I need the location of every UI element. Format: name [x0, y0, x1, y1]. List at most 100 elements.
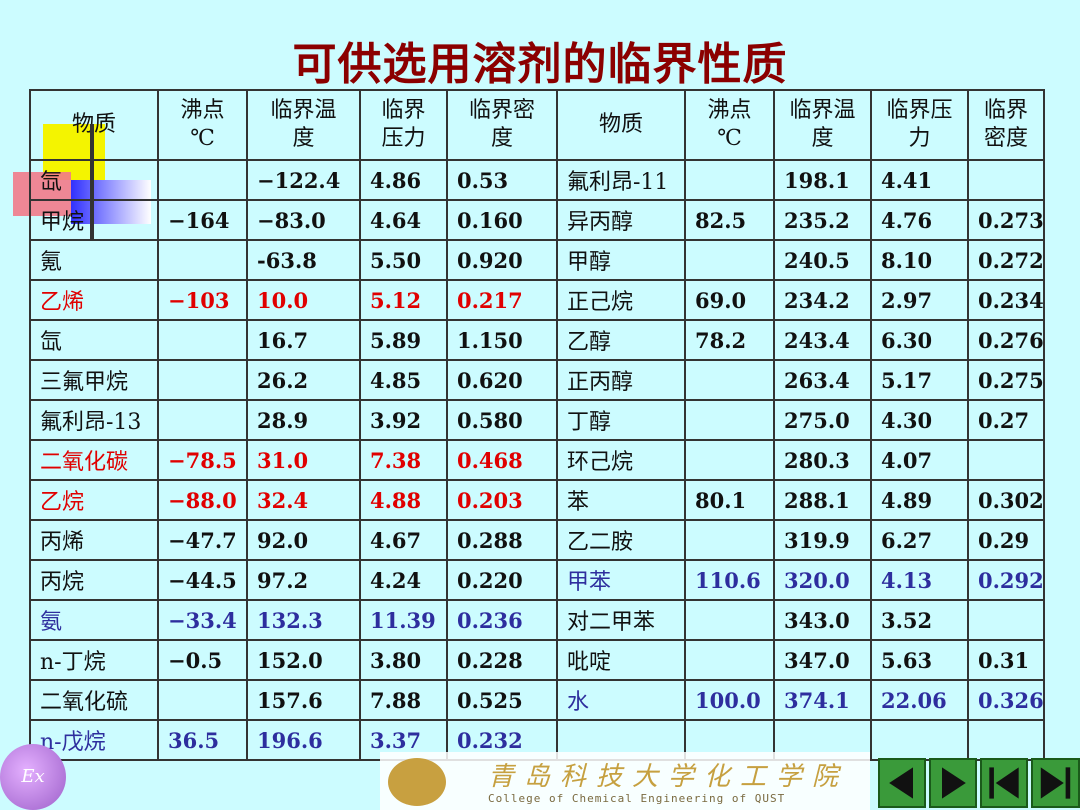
- school-name-cn: 青岛科技大学化工学院: [488, 762, 849, 792]
- property-value: 80.1: [684, 479, 775, 521]
- property-value: 92.0: [246, 519, 361, 561]
- property-value: 320.0: [773, 559, 872, 601]
- table-row: 二氧化硫 157.6 7.88 0.525 水 100.0 374.1 22.06 0.326: [29, 679, 1045, 721]
- header-cell: 沸点 ℃: [157, 89, 248, 161]
- property-value: [967, 599, 1045, 641]
- property-value: 4.24: [359, 559, 448, 601]
- property-value: 2.97: [870, 279, 969, 321]
- property-value: 0.217: [446, 279, 558, 321]
- header-cell: 物质: [556, 89, 686, 161]
- property-value: 10.0: [246, 279, 361, 321]
- table-row: 氙 −122.4 4.86 0.53 氟利昂-11 198.1 4.41: [29, 159, 1045, 201]
- ex-badge-icon[interactable]: Ex: [0, 744, 66, 810]
- table-row: 三氟甲烷 26.2 4.85 0.620 正丙醇 263.4 5.17 0.275: [29, 359, 1045, 401]
- property-value: −83.0: [246, 199, 361, 241]
- header-cell: 沸点 ℃: [684, 89, 775, 161]
- property-value: 82.5: [684, 199, 775, 241]
- school-logo-banner: [380, 752, 870, 810]
- header-cell: 临界温度: [773, 89, 872, 161]
- substance-name: 甲烷: [29, 199, 159, 241]
- table-row: 丙烷 −44.5 97.2 4.24 0.220 甲苯 110.6 320.0 4.13 0.29…: [29, 559, 1045, 601]
- property-value: 3.80: [359, 639, 448, 681]
- table-row: n-丁烷 −0.5 152.0 3.80 0.228 吡啶 347.0 5.63 0.31: [29, 639, 1045, 681]
- property-value: [684, 439, 775, 481]
- header-cell: 临界密度: [446, 89, 558, 161]
- property-value: 110.6: [684, 559, 775, 601]
- property-value: 0.326: [967, 679, 1045, 721]
- property-value: 0.53: [446, 159, 558, 201]
- property-value: 5.89: [359, 319, 448, 361]
- header-cell: 临界密度: [967, 89, 1045, 161]
- property-value: −88.0: [157, 479, 248, 521]
- property-value: [157, 359, 248, 401]
- substance-name: 甲苯: [556, 559, 686, 601]
- table-row: 氪 -63.8 5.50 0.920 甲醇 240.5 8.10 0.272: [29, 239, 1045, 281]
- property-value: 78.2: [684, 319, 775, 361]
- header-cell: 临界压力: [870, 89, 969, 161]
- substance-name: n-丁烷: [29, 639, 159, 681]
- property-value: −78.5: [157, 439, 248, 481]
- property-value: 4.76: [870, 199, 969, 241]
- property-value: [967, 719, 1045, 761]
- property-value: 0.203: [446, 479, 558, 521]
- nav-next-button[interactable]: [929, 758, 977, 808]
- property-value: 0.292: [967, 559, 1045, 601]
- substance-name: 丁醇: [556, 399, 686, 441]
- school-emblem-icon: [388, 758, 446, 806]
- table-row: 二氧化碳 −78.5 31.0 7.38 0.468 环己烷 280.3 4.07: [29, 439, 1045, 481]
- property-value: 0.580: [446, 399, 558, 441]
- substance-name: 二氧化碳: [29, 439, 159, 481]
- substance-name: 氟利昂-13: [29, 399, 159, 441]
- property-value: 5.63: [870, 639, 969, 681]
- property-value: 0.160: [446, 199, 558, 241]
- property-value: −44.5: [157, 559, 248, 601]
- substance-name: 水: [556, 679, 686, 721]
- substance-name: 乙二胺: [556, 519, 686, 561]
- property-value: 0.234: [967, 279, 1045, 321]
- substance-name: 乙醇: [556, 319, 686, 361]
- property-value: −164: [157, 199, 248, 241]
- property-value: 198.1: [773, 159, 872, 201]
- property-value: 4.41: [870, 159, 969, 201]
- substance-name: 对二甲苯: [556, 599, 686, 641]
- property-value: 4.07: [870, 439, 969, 481]
- substance-name: 甲醇: [556, 239, 686, 281]
- property-value: −33.4: [157, 599, 248, 641]
- property-value: 4.88: [359, 479, 448, 521]
- property-value: [870, 719, 969, 761]
- property-value: 3.92: [359, 399, 448, 441]
- substance-name: 氨: [29, 599, 159, 641]
- property-value: 8.10: [870, 239, 969, 281]
- property-value: 6.30: [870, 319, 969, 361]
- nav-first-button[interactable]: [980, 758, 1028, 808]
- property-value: [684, 159, 775, 201]
- property-value: 32.4: [246, 479, 361, 521]
- property-value: 4.89: [870, 479, 969, 521]
- property-value: 5.12: [359, 279, 448, 321]
- property-value: [157, 399, 248, 441]
- property-value: 11.39: [359, 599, 448, 641]
- property-value: [684, 519, 775, 561]
- nav-next-icon: [942, 767, 966, 799]
- decorative-vertical-line: [90, 124, 94, 240]
- nav-previous-button[interactable]: [878, 758, 926, 808]
- nav-last-icon: [1040, 767, 1071, 799]
- property-value: 97.2: [246, 559, 361, 601]
- property-value: 7.88: [359, 679, 448, 721]
- property-value: 0.302: [967, 479, 1045, 521]
- property-value: 4.67: [359, 519, 448, 561]
- property-value: 4.64: [359, 199, 448, 241]
- property-value: 22.06: [870, 679, 969, 721]
- property-value: 374.1: [773, 679, 872, 721]
- property-value: 0.236: [446, 599, 558, 641]
- substance-name: 氙: [29, 319, 159, 361]
- substance-name: 正丙醇: [556, 359, 686, 401]
- property-value: [967, 159, 1045, 201]
- property-value: [157, 239, 248, 281]
- property-value: 4.13: [870, 559, 969, 601]
- nav-last-button[interactable]: [1031, 758, 1080, 808]
- property-value: 319.9: [773, 519, 872, 561]
- property-value: 0.920: [446, 239, 558, 281]
- property-value: 4.86: [359, 159, 448, 201]
